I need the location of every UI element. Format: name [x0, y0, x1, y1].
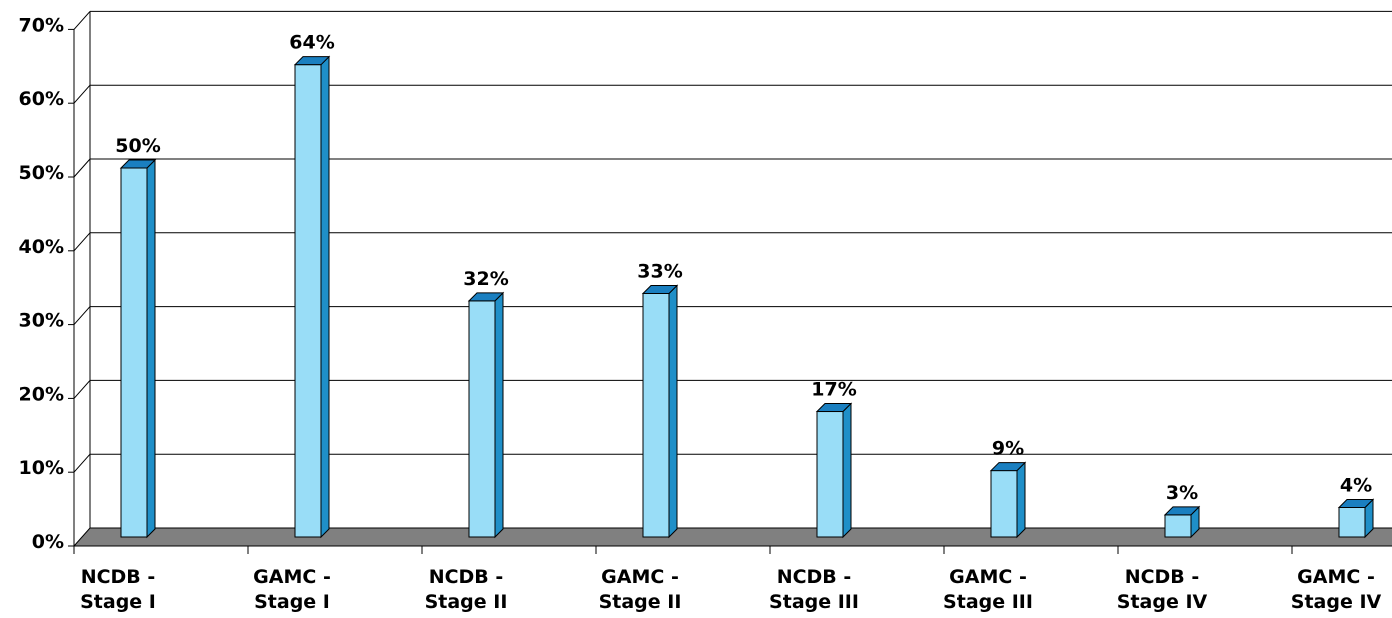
- bar: [1338, 506, 1366, 538]
- bar-top: [119, 159, 157, 169]
- y-tick-label: 60%: [19, 88, 64, 110]
- gridline-side: [73, 380, 91, 399]
- x-tick-label-line: Stage III: [769, 591, 859, 613]
- bar: [1164, 514, 1192, 538]
- x-tick-label-line: GAMC -: [949, 566, 1027, 588]
- x-tick-label-line: Stage II: [425, 591, 508, 613]
- bar-top: [293, 56, 331, 66]
- x-tick-label-line: Stage I: [80, 591, 156, 613]
- y-tick-label: 70%: [19, 14, 64, 36]
- gridline-side: [73, 232, 91, 252]
- bar-top: [815, 403, 853, 413]
- data-label: 17%: [811, 379, 856, 401]
- bar: [642, 292, 670, 538]
- data-label: 9%: [992, 438, 1024, 460]
- gridline-side: [73, 158, 91, 178]
- x-tick-label-line: NCDB -: [429, 566, 504, 588]
- y-tick-label: 40%: [19, 236, 64, 258]
- data-label: 4%: [1340, 474, 1372, 496]
- data-label: 50%: [115, 135, 160, 157]
- bar-side: [842, 402, 852, 539]
- x-tick-label-line: NCDB -: [777, 566, 852, 588]
- x-tick-label-line: GAMC -: [253, 566, 331, 588]
- bar-top: [1337, 498, 1375, 508]
- bar-side: [668, 284, 678, 539]
- x-tick-label: NCDB - Stage IV: [1117, 566, 1208, 613]
- bar-side: [1016, 461, 1026, 539]
- data-label: 3%: [1166, 482, 1198, 504]
- x-tick-label: GAMC - Stage II: [599, 566, 682, 613]
- bar-top: [989, 462, 1027, 472]
- x-tick-label-line: Stage III: [943, 591, 1033, 613]
- x-tick-label: GAMC - Stage IV: [1291, 566, 1382, 613]
- gridline-side: [73, 84, 91, 104]
- x-tick-label: NCDB - Stage I: [80, 566, 156, 613]
- bar: [294, 64, 322, 538]
- data-label: 64%: [289, 32, 334, 54]
- x-tick-label: NCDB - Stage III: [769, 566, 859, 613]
- bar: [816, 411, 844, 538]
- data-label: 33%: [637, 260, 682, 282]
- y-tick-label: 50%: [19, 162, 64, 184]
- x-tick-label-line: NCDB -: [1125, 566, 1200, 588]
- y-tick-label: 10%: [19, 457, 64, 479]
- bar: [120, 167, 148, 538]
- bar-side: [146, 158, 156, 539]
- bar-side: [320, 55, 330, 539]
- bar: [990, 470, 1018, 538]
- x-tick-label-line: Stage II: [599, 591, 682, 613]
- bar-side: [494, 291, 504, 539]
- gridline-side: [73, 453, 91, 473]
- x-tick-label-line: Stage I: [254, 591, 330, 613]
- x-tick-label-line: Stage IV: [1291, 591, 1382, 613]
- x-tick-label-line: Stage IV: [1117, 591, 1208, 613]
- x-tick-label-line: NCDB -: [81, 566, 156, 588]
- bar-top: [641, 284, 679, 294]
- x-tick-label-line: GAMC -: [1297, 566, 1375, 588]
- gridline-side: [73, 306, 91, 325]
- data-label: 32%: [463, 268, 508, 290]
- chart-floor: [72, 527, 1392, 547]
- bar-top: [467, 292, 505, 302]
- bar-top: [1163, 506, 1201, 516]
- y-tick-label: 20%: [19, 383, 64, 405]
- x-tick-label: NCDB - Stage II: [425, 566, 508, 613]
- bar: [468, 300, 496, 538]
- x-tick-label: GAMC - Stage III: [943, 566, 1033, 613]
- gridline-side: [73, 11, 91, 30]
- y-tick-label: 0%: [32, 531, 64, 553]
- y-tick-label: 30%: [19, 310, 64, 332]
- x-tick-label: GAMC - Stage I: [253, 566, 331, 613]
- x-tick-label-line: GAMC -: [601, 566, 679, 588]
